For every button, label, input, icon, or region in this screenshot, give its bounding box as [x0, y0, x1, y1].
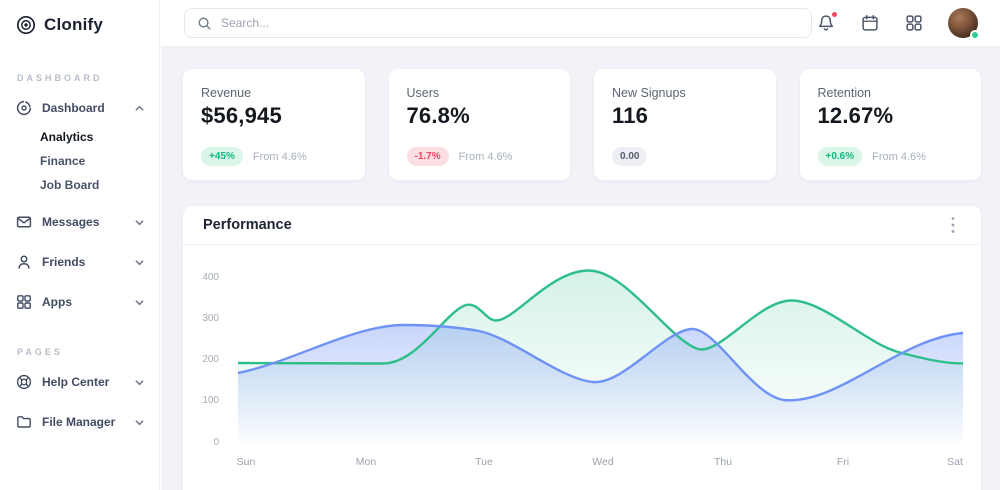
- stat-label: Users: [406, 86, 440, 100]
- chevron-up-icon: [135, 105, 144, 111]
- stat-value: 116: [612, 103, 649, 128]
- y-axis-tick: 0: [213, 437, 219, 448]
- search-box[interactable]: [184, 8, 812, 38]
- sidebar-item-help-center[interactable]: Help Center: [0, 367, 159, 397]
- calendar-button[interactable]: [860, 13, 880, 33]
- y-axis-tick: 300: [202, 313, 219, 324]
- trend-badge: -1.7%: [406, 147, 449, 166]
- sidebar-item-label: Messages: [42, 215, 100, 229]
- x-axis-label: Sat: [947, 456, 963, 468]
- sidebar-item-label: File Manager: [42, 415, 116, 429]
- apps-grid-icon: [906, 15, 922, 31]
- chevron-down-icon: [135, 259, 144, 265]
- section-label-dashboard: DASHBOARD: [17, 73, 103, 83]
- apps-launcher-button[interactable]: [904, 13, 924, 33]
- trend-badge: +45%: [201, 147, 243, 166]
- chevron-down-icon: [135, 379, 144, 385]
- sidebar-item-apps[interactable]: Apps: [0, 287, 159, 317]
- kebab-menu-icon: [951, 217, 955, 233]
- stat-card-new-signups: New Signups 116 0.00: [593, 68, 777, 181]
- bell-icon: [818, 14, 834, 31]
- trend-badge: 0.00: [612, 147, 648, 166]
- y-axis-tick: 200: [202, 354, 219, 365]
- user-avatar[interactable]: [948, 8, 980, 40]
- main-content: Revenue $56,945 +45% From 4.6% Users 76.…: [161, 47, 1000, 490]
- stat-subtext: From 4.6%: [872, 150, 926, 163]
- folder-icon: [17, 416, 31, 428]
- messages-icon: [16, 216, 32, 228]
- stat-label: Revenue: [201, 86, 252, 100]
- sidebar-item-label: Apps: [42, 295, 72, 309]
- blue-series-line: [238, 323, 963, 402]
- x-axis-label: Wed: [592, 456, 614, 468]
- stat-subtext: From 4.6%: [252, 150, 307, 163]
- section-label-pages: PAGES: [17, 347, 63, 357]
- dashboard-submenu: Analytics Finance Job Board: [0, 125, 159, 197]
- sidebar-item-dashboard[interactable]: Dashboard: [0, 93, 159, 123]
- stat-card-revenue: Revenue $56,945 +45% From 4.6%: [182, 68, 366, 181]
- stat-value: 76.8%: [406, 103, 470, 128]
- trend-badge: +0.6%: [817, 147, 863, 166]
- clonify-logo-icon: [16, 15, 36, 35]
- brand-logo[interactable]: Clonify: [0, 0, 159, 35]
- chevron-down-icon: [135, 219, 144, 225]
- sidebar-item-label: Help Center: [42, 375, 110, 389]
- blue-series-area: [238, 325, 963, 443]
- calendar-icon: [862, 14, 878, 31]
- sidebar-subitem-job-board[interactable]: Job Board: [40, 178, 100, 192]
- sidebar: Clonify DASHBOARD Dashboard Analytics Fi…: [0, 0, 160, 490]
- topbar-actions: [816, 8, 980, 40]
- help-center-icon: [16, 374, 32, 390]
- area-chart: [238, 269, 963, 443]
- x-axis-label: Tue: [475, 456, 493, 468]
- performance-chart-card: Performance 400 300 200 100 0: [182, 205, 982, 490]
- chart-options-button[interactable]: [943, 214, 963, 236]
- stat-value: $56,945: [201, 103, 282, 128]
- brand-name: Clonify: [44, 15, 104, 34]
- notification-badge-dot: [831, 11, 838, 18]
- green-series-line: [238, 269, 963, 365]
- stat-subtext: From 4.6%: [458, 150, 513, 163]
- chevron-down-icon: [135, 299, 144, 305]
- x-axis-label: Fri: [836, 456, 850, 468]
- sidebar-item-label: Dashboard: [42, 101, 105, 115]
- sidebar-item-label: Friends: [42, 255, 86, 269]
- x-axis-label: Mon: [355, 456, 377, 468]
- stat-value: 12.67%: [817, 103, 894, 128]
- y-axis-tick: 100: [202, 395, 219, 406]
- notifications-button[interactable]: [816, 11, 838, 33]
- sidebar-item-friends[interactable]: Friends: [0, 247, 159, 277]
- stat-label: New Signups: [612, 86, 686, 100]
- stat-cards-row: Revenue $56,945 +45% From 4.6% Users 76.…: [182, 68, 982, 181]
- sidebar-subitem-finance[interactable]: Finance: [40, 154, 86, 168]
- search-input[interactable]: [221, 16, 799, 30]
- chevron-down-icon: [135, 419, 144, 425]
- topbar: [161, 0, 1000, 47]
- y-axis-tick: 400: [202, 272, 219, 283]
- stat-card-retention: Retention 12.67% +0.6% From 4.6%: [798, 68, 982, 181]
- dashboard-icon: [16, 100, 32, 116]
- chart-title: Performance: [203, 217, 292, 233]
- friends-icon: [18, 255, 30, 269]
- x-axis-label: Sun: [236, 456, 256, 468]
- sidebar-subitem-analytics[interactable]: Analytics: [40, 130, 94, 144]
- chart-plot-area: 400 300 200 100 0: [183, 245, 981, 490]
- x-axis-label: Thu: [713, 456, 733, 468]
- sidebar-item-messages[interactable]: Messages: [0, 207, 159, 237]
- stat-card-users: Users 76.8% -1.7% From 4.6%: [387, 68, 571, 181]
- apps-icon: [17, 295, 31, 309]
- online-status-dot: [970, 30, 980, 40]
- sidebar-item-file-manager[interactable]: File Manager: [0, 407, 159, 437]
- stat-label: Retention: [817, 86, 872, 100]
- search-icon: [198, 17, 211, 30]
